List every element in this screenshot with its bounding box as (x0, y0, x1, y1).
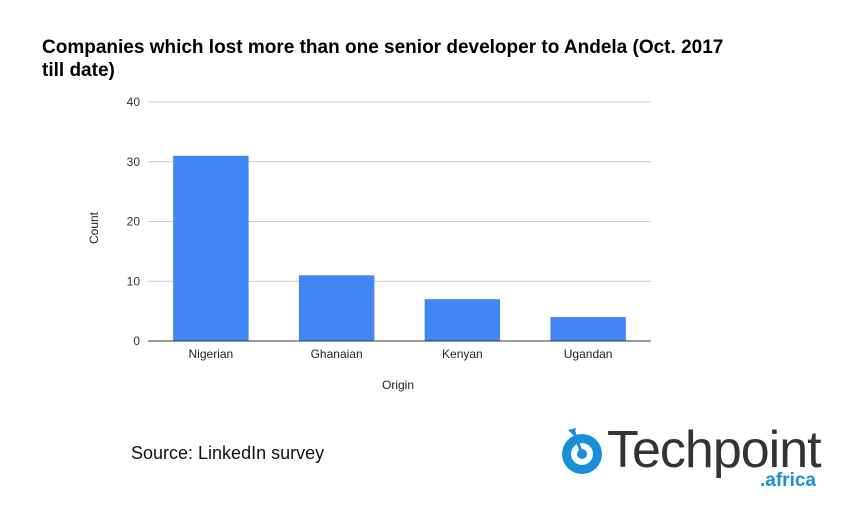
source-note: Source: LinkedIn survey (131, 443, 325, 463)
y-tick-label: 30 (127, 155, 141, 169)
y-axis-label: Count (87, 211, 101, 244)
bar-ghanaian (298, 275, 375, 341)
y-tick-label: 20 (127, 215, 141, 229)
x-tick-label: Kenyan (442, 347, 483, 361)
y-tick-label: 10 (127, 274, 141, 288)
bar-kenyan (424, 299, 501, 341)
bar-ugandan (550, 317, 626, 341)
x-axis-label: Origin (382, 378, 414, 392)
bar-nigerian (173, 155, 249, 341)
y-tick-label: 40 (127, 95, 141, 109)
techpoint-logo: Techpoint .africa (560, 420, 830, 500)
bars (173, 155, 626, 341)
x-tick-label: Ghanaian (311, 347, 363, 361)
chart-title: Companies which lost more than one senio… (42, 37, 724, 81)
x-tick-label: Nigerian (189, 347, 234, 361)
x-tick-label: Ugandan (564, 347, 613, 361)
logo-wordmark: Techpoint (607, 421, 822, 479)
logo-suffix: .africa (760, 470, 816, 491)
y-tick-labels: 0 10 20 30 40 (127, 95, 141, 348)
x-tick-labels: Nigerian Ghanaian Kenyan Ugandan (189, 347, 613, 361)
target-arrow-icon (562, 428, 602, 474)
y-tick-label: 0 (133, 334, 140, 348)
